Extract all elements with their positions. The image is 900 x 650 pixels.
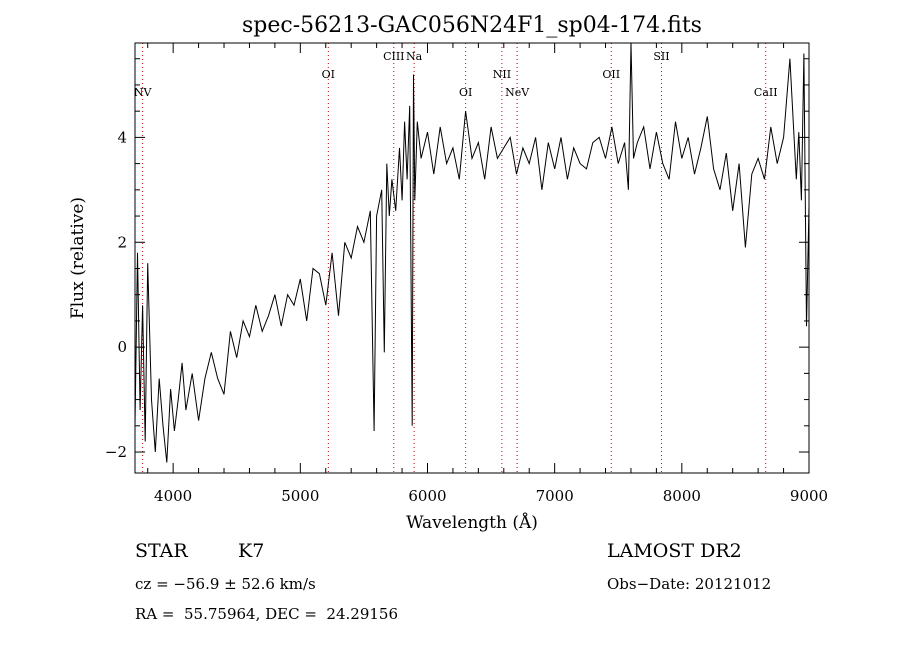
redshift-velocity: cz = −56.9 ± 52.6 km/s	[135, 575, 316, 593]
x-tick-label-5: 9000	[790, 487, 828, 505]
y-tick-label-2: 2	[117, 233, 127, 251]
line-marker-label-0: NV	[134, 86, 153, 99]
y-tick-label-0: −2	[105, 443, 127, 461]
chart-title: spec-56213-GAC056N24F1_sp04-174.fits	[242, 13, 702, 38]
object-subclass: K7	[238, 540, 265, 562]
x-tick-label-4: 8000	[663, 487, 701, 505]
y-tick-label-3: 4	[117, 128, 127, 146]
observation-date: Obs−Date: 20121012	[607, 575, 772, 593]
x-tick-label-3: 7000	[536, 487, 574, 505]
spectrum-series	[134, 42, 810, 463]
x-axis-label: Wavelength (Å)	[406, 512, 538, 533]
object-class: STAR	[135, 540, 188, 562]
line-marker-label-1: OI	[322, 68, 335, 81]
spectrum-line-0	[134, 42, 810, 463]
line-marker-label-3: Na	[406, 50, 423, 63]
y-axis: −2 0 2 4	[105, 58, 809, 461]
x-tick-label-2: 6000	[408, 487, 446, 505]
line-marker-label-5: NII	[493, 68, 511, 81]
line-marker-label-9: CaII	[754, 86, 778, 99]
sky-coordinates: RA = 55.75964, DEC = 24.29156	[135, 605, 399, 623]
plot-frame	[134, 42, 810, 474]
line-marker-label-4: OI	[459, 86, 472, 99]
x-tick-label-0: 4000	[154, 487, 192, 505]
x-axis: 4000 5000 6000 7000 8000 9000	[147, 43, 828, 505]
survey-release: LAMOST DR2	[607, 540, 742, 562]
y-axis-label: Flux (relative)	[68, 197, 88, 319]
line-marker-label-6: NeV	[505, 86, 530, 99]
line-marker-label-7: OII	[602, 68, 620, 81]
y-tick-label-1: 0	[117, 338, 127, 356]
line-markers: NV OI CIII Na OI NII NeV OII SII CaII	[134, 43, 778, 473]
line-marker-label-2: CIII	[383, 50, 404, 63]
line-marker-label-8: SII	[653, 50, 669, 63]
x-tick-label-1: 5000	[281, 487, 319, 505]
